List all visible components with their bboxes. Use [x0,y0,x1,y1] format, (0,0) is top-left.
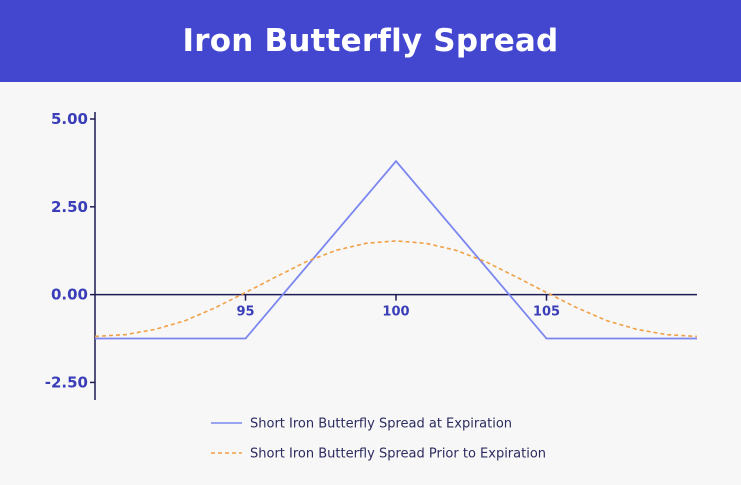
x-tick-label: 100 [382,305,409,320]
y-tick-label: -2.50 [45,373,88,391]
payoff-chart: 5.00 2.50 0.00 -2.50 95 100 105 Short Iron Butt… [45,110,698,462]
series-line-expiration [95,159,697,340]
x-tick-label: 105 [533,305,560,320]
legend-label-expiration: Short Iron Butterfly Spread at Expiratio… [250,417,512,432]
legend-label-prior: Short Iron Butterfly Spread Prior to Exp… [250,447,546,462]
x-tick-label: 95 [236,305,254,320]
chart-header: Iron Butterfly Spread [0,0,741,82]
series-line-prior [94,240,698,338]
y-tick-label: 5.00 [51,110,88,128]
y-tick-label: 2.50 [51,198,88,216]
chart-title: Iron Butterfly Spread [182,23,559,59]
y-tick-label: 0.00 [51,286,88,304]
